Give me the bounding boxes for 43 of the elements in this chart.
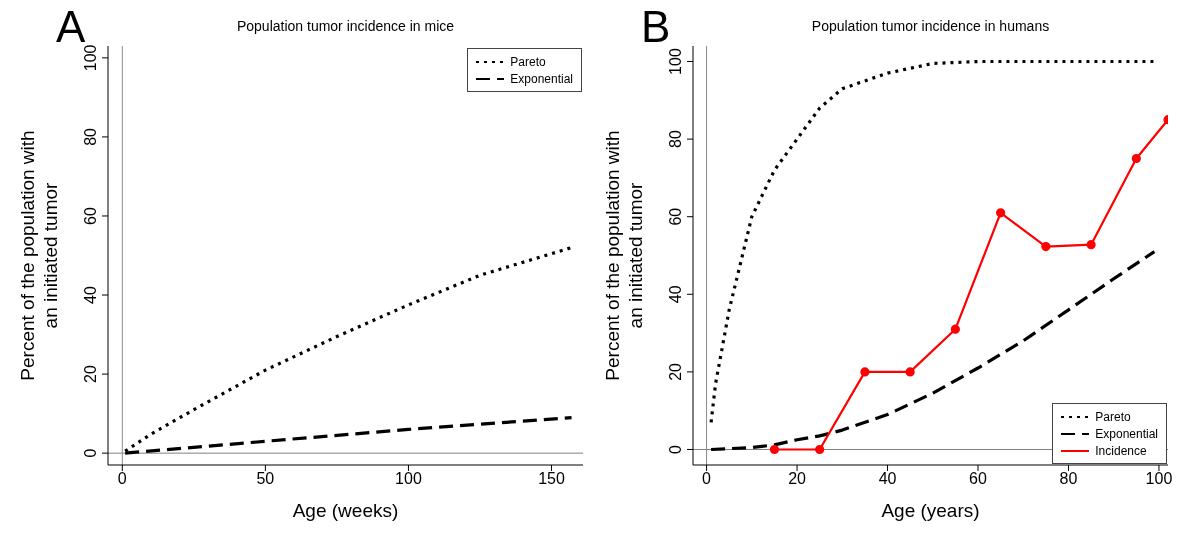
legend-label: Exponential xyxy=(1095,426,1158,441)
y-tick-label: 0 xyxy=(82,448,99,458)
point xyxy=(1131,153,1141,164)
y-tick-label: 20 xyxy=(667,362,684,381)
x-tick-label: 20 xyxy=(788,470,807,488)
x-tick-label: 60 xyxy=(969,470,987,488)
chart-title: Population tumor incidence in mice xyxy=(235,18,456,34)
point xyxy=(1086,240,1096,250)
x-tick-label: 100 xyxy=(395,470,422,488)
y-axis-title: Percent of the population with an initiated tumor xyxy=(17,130,61,381)
y-tick-label: 80 xyxy=(82,127,99,146)
x-tick-label: 100 xyxy=(1145,470,1173,488)
y-tick-label: 100 xyxy=(667,48,684,75)
x-tick-label: 150 xyxy=(538,470,565,488)
point xyxy=(996,208,1006,218)
legend-label: Incidence xyxy=(1095,443,1147,458)
x-axis-title: Age (weeks) xyxy=(292,500,399,521)
legend-label: Pareto xyxy=(1095,409,1131,424)
point xyxy=(815,444,825,455)
y-tick-label: 60 xyxy=(82,206,99,225)
point xyxy=(860,367,870,377)
text: B xyxy=(641,2,671,51)
y-tick-label: 40 xyxy=(82,286,99,304)
x-tick-label: 0 xyxy=(702,470,712,488)
x-tick-label: 80 xyxy=(1059,470,1078,488)
y-tick-label: 0 xyxy=(667,444,684,454)
legend-label: Pareto xyxy=(510,54,546,69)
chart-title: Population tumor incidence in humans xyxy=(810,18,1051,34)
point xyxy=(905,367,915,377)
y-tick-label: 40 xyxy=(667,285,684,304)
x-tick-label: 0 xyxy=(117,470,127,488)
y-tick-label: 80 xyxy=(667,130,684,149)
y-axis-title: Percent of the population with an initiated tumor xyxy=(602,130,646,381)
y-tick-label: 60 xyxy=(667,207,684,226)
point xyxy=(1041,241,1051,252)
point xyxy=(769,444,780,455)
x-tick-label: 50 xyxy=(256,470,275,488)
legend-label: Exponential xyxy=(510,71,573,86)
point xyxy=(950,324,960,334)
y-tick-label: 20 xyxy=(82,365,99,383)
y-tick-label: 100 xyxy=(82,44,99,72)
x-axis-title: Age (years) xyxy=(881,500,980,521)
x-tick-label: 40 xyxy=(878,470,897,488)
